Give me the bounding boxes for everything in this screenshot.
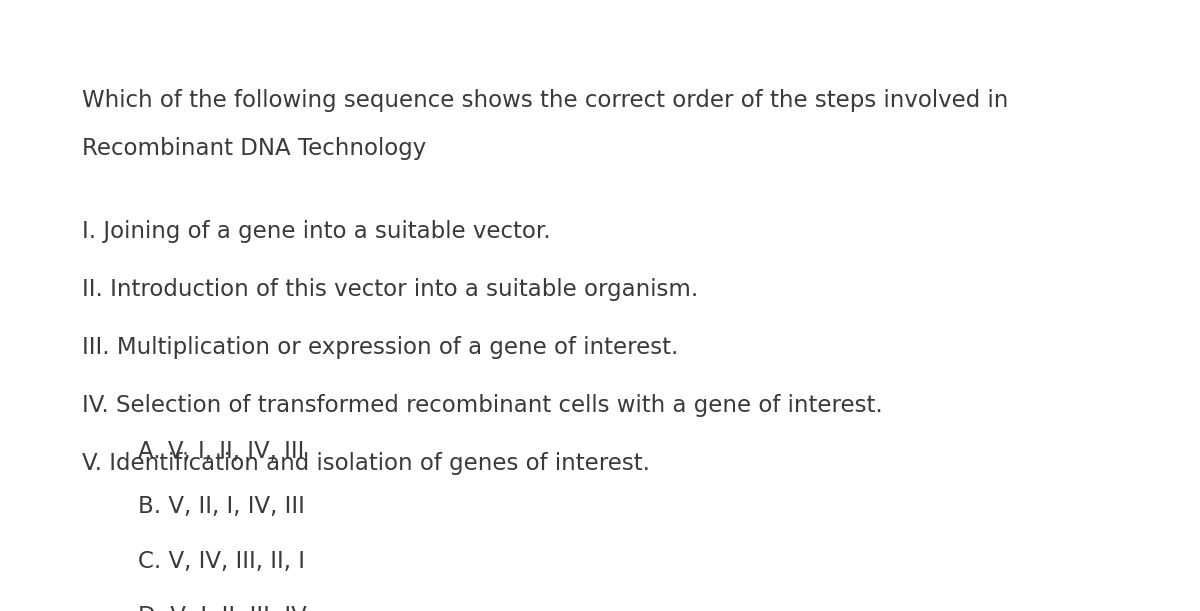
Text: Recombinant DNA Technology: Recombinant DNA Technology — [82, 137, 426, 161]
Text: D. V, I, II, III, IV: D. V, I, II, III, IV — [138, 605, 307, 611]
Text: II. Introduction of this vector into a suitable organism.: II. Introduction of this vector into a s… — [82, 278, 698, 301]
Text: A. V, I, II, IV, III: A. V, I, II, IV, III — [138, 440, 305, 463]
Text: B. V, II, I, IV, III: B. V, II, I, IV, III — [138, 495, 305, 518]
Text: I. Joining of a gene into a suitable vector.: I. Joining of a gene into a suitable vec… — [82, 220, 551, 243]
Text: Which of the following sequence shows the correct order of the steps involved in: Which of the following sequence shows th… — [82, 89, 1008, 112]
Text: V. Identification and isolation of genes of interest.: V. Identification and isolation of genes… — [82, 452, 649, 475]
Text: III. Multiplication or expression of a gene of interest.: III. Multiplication or expression of a g… — [82, 336, 678, 359]
Text: C. V, IV, III, II, I: C. V, IV, III, II, I — [138, 550, 305, 573]
Text: IV. Selection of transformed recombinant cells with a gene of interest.: IV. Selection of transformed recombinant… — [82, 394, 882, 417]
